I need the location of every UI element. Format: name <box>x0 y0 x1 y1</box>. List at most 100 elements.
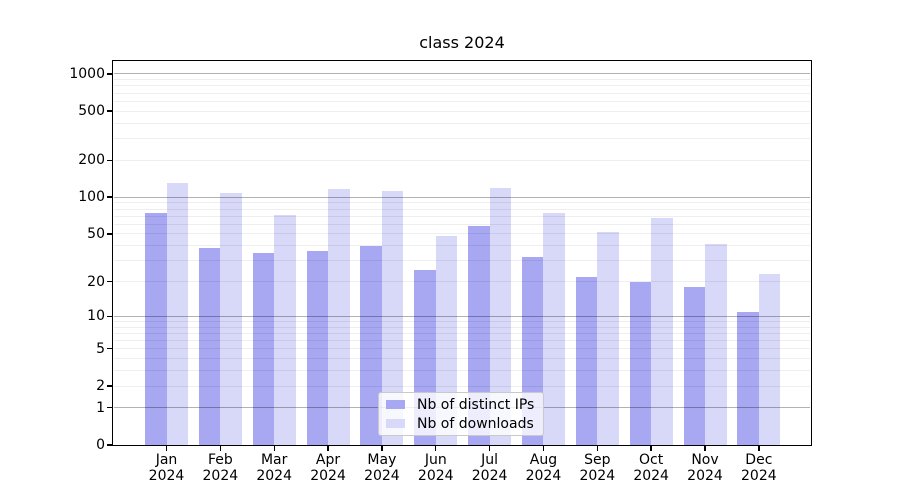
bar-apr-downloads <box>328 189 350 445</box>
y-tick-mark <box>107 444 112 446</box>
gridline-minor <box>114 110 810 112</box>
x-tick-label-year: 2024 <box>633 468 669 484</box>
y-tick-label: 1000 <box>69 65 105 82</box>
bar-may-downloads <box>381 191 404 445</box>
gridline-major <box>114 196 810 198</box>
y-tick-label: 0 <box>96 437 105 453</box>
x-tick-label-month: Nov <box>691 452 719 468</box>
y-tick-label: 100 <box>78 189 105 206</box>
gridline-minor <box>114 138 810 140</box>
gridline-minor <box>114 223 810 225</box>
x-tick-mark <box>758 446 760 451</box>
bar-feb-distinct-ips <box>198 248 221 445</box>
bar-jul-downloads <box>489 187 512 445</box>
gridline-minor <box>114 215 810 217</box>
gridline-minor <box>114 122 810 124</box>
x-tick-label: Apr 2024 <box>296 452 360 484</box>
bar-feb-downloads <box>220 192 242 445</box>
x-tick-mark <box>327 446 329 451</box>
bar-jul-distinct-ips <box>468 226 490 445</box>
x-tick-label-month: May <box>367 452 397 468</box>
gridline-minor <box>114 85 810 87</box>
x-tick-label-year: 2024 <box>525 468 562 484</box>
x-tick-label: Jul 2024 <box>458 452 522 484</box>
bar-sep-downloads <box>597 231 619 445</box>
x-tick-label: Aug 2024 <box>511 452 575 484</box>
gridline-minor <box>114 202 810 204</box>
y-tick-label: 20 <box>87 273 105 290</box>
bar-aug-downloads <box>543 213 565 445</box>
legend-entry-distinct-ips: Nb of distinct IPs <box>386 397 536 413</box>
x-tick-label: Oct 2024 <box>619 452 683 484</box>
legend-label-distinct-ips: Nb of distinct IPs <box>417 396 535 413</box>
bar-apr-distinct-ips <box>306 251 329 445</box>
x-tick-mark <box>650 446 652 451</box>
bar-oct-distinct-ips <box>629 281 652 445</box>
bar-oct-downloads <box>651 217 673 445</box>
x-tick-mark <box>165 446 168 451</box>
x-tick-label-month: Apr <box>315 452 341 468</box>
y-tick-mark <box>107 280 112 283</box>
y-tick-label: 1 <box>96 399 105 416</box>
y-tick-mark <box>107 73 112 75</box>
chart-title: class 2024 <box>419 33 505 52</box>
bar-dec-downloads <box>758 274 781 445</box>
y-tick-label: 5 <box>96 340 105 357</box>
x-tick-label-month: Mar <box>260 452 288 468</box>
x-tick-label-month: Dec <box>745 452 773 468</box>
y-tick-mark <box>107 233 112 235</box>
y-tick-label: 2 <box>96 378 105 394</box>
x-tick-label-year: 2024 <box>687 468 723 484</box>
y-tick-mark <box>107 407 112 409</box>
y-tick-mark <box>107 315 112 317</box>
x-tick-label: Dec 2024 <box>727 452 791 484</box>
bar-sep-distinct-ips <box>575 276 598 445</box>
x-tick-label-month: Sep <box>584 452 611 468</box>
x-tick-label: Sep 2024 <box>565 452 629 484</box>
x-tick-mark <box>273 446 275 451</box>
y-tick-label: 500 <box>78 103 105 120</box>
x-tick-mark <box>488 446 491 451</box>
legend-swatch-downloads <box>386 419 405 428</box>
y-tick-mark <box>107 196 112 198</box>
bar-jan-downloads <box>166 183 188 445</box>
x-tick-mark <box>435 446 437 451</box>
x-tick-label-year: 2024 <box>579 468 616 484</box>
y-tick-mark <box>107 348 112 350</box>
x-tick-label-month: Jun <box>424 452 447 468</box>
bar-nov-distinct-ips <box>683 286 705 445</box>
bar-may-distinct-ips <box>360 245 382 445</box>
x-tick-label: Nov 2024 <box>673 452 737 484</box>
x-tick-label-month: Aug <box>529 452 558 468</box>
x-tick-mark <box>219 446 222 451</box>
y-tick-label: 10 <box>87 308 105 325</box>
x-tick-mark <box>542 446 545 451</box>
x-tick-mark <box>596 446 598 451</box>
legend-swatch-distinct-ips <box>386 400 405 409</box>
gridline-minor <box>114 208 810 210</box>
gridline-minor <box>114 159 810 161</box>
x-tick-mark <box>704 446 706 451</box>
x-tick-label-year: 2024 <box>417 468 454 484</box>
gridline-major <box>114 73 810 75</box>
x-tick-label-year: 2024 <box>256 468 292 484</box>
x-tick-label: May 2024 <box>350 452 414 484</box>
y-tick-label: 50 <box>87 225 105 242</box>
y-tick-mark <box>107 385 112 387</box>
x-tick-label-month: Feb <box>207 452 233 468</box>
x-tick-mark <box>381 446 383 451</box>
x-tick-label-month: Jul <box>481 452 499 468</box>
x-tick-label: Jun 2024 <box>404 452 468 484</box>
x-tick-label-month: Oct <box>639 452 664 468</box>
gridline-minor <box>114 100 810 102</box>
bar-nov-downloads <box>705 244 727 445</box>
bar-dec-distinct-ips <box>737 311 759 445</box>
bar-mar-distinct-ips <box>252 252 275 445</box>
legend-entry-downloads: Nb of downloads <box>386 416 536 432</box>
x-tick-label-year: 2024 <box>202 468 239 484</box>
gridline-minor <box>114 79 810 81</box>
x-tick-label: Feb 2024 <box>188 452 252 484</box>
y-tick-label: 200 <box>78 152 105 169</box>
gridline-minor <box>114 92 810 94</box>
